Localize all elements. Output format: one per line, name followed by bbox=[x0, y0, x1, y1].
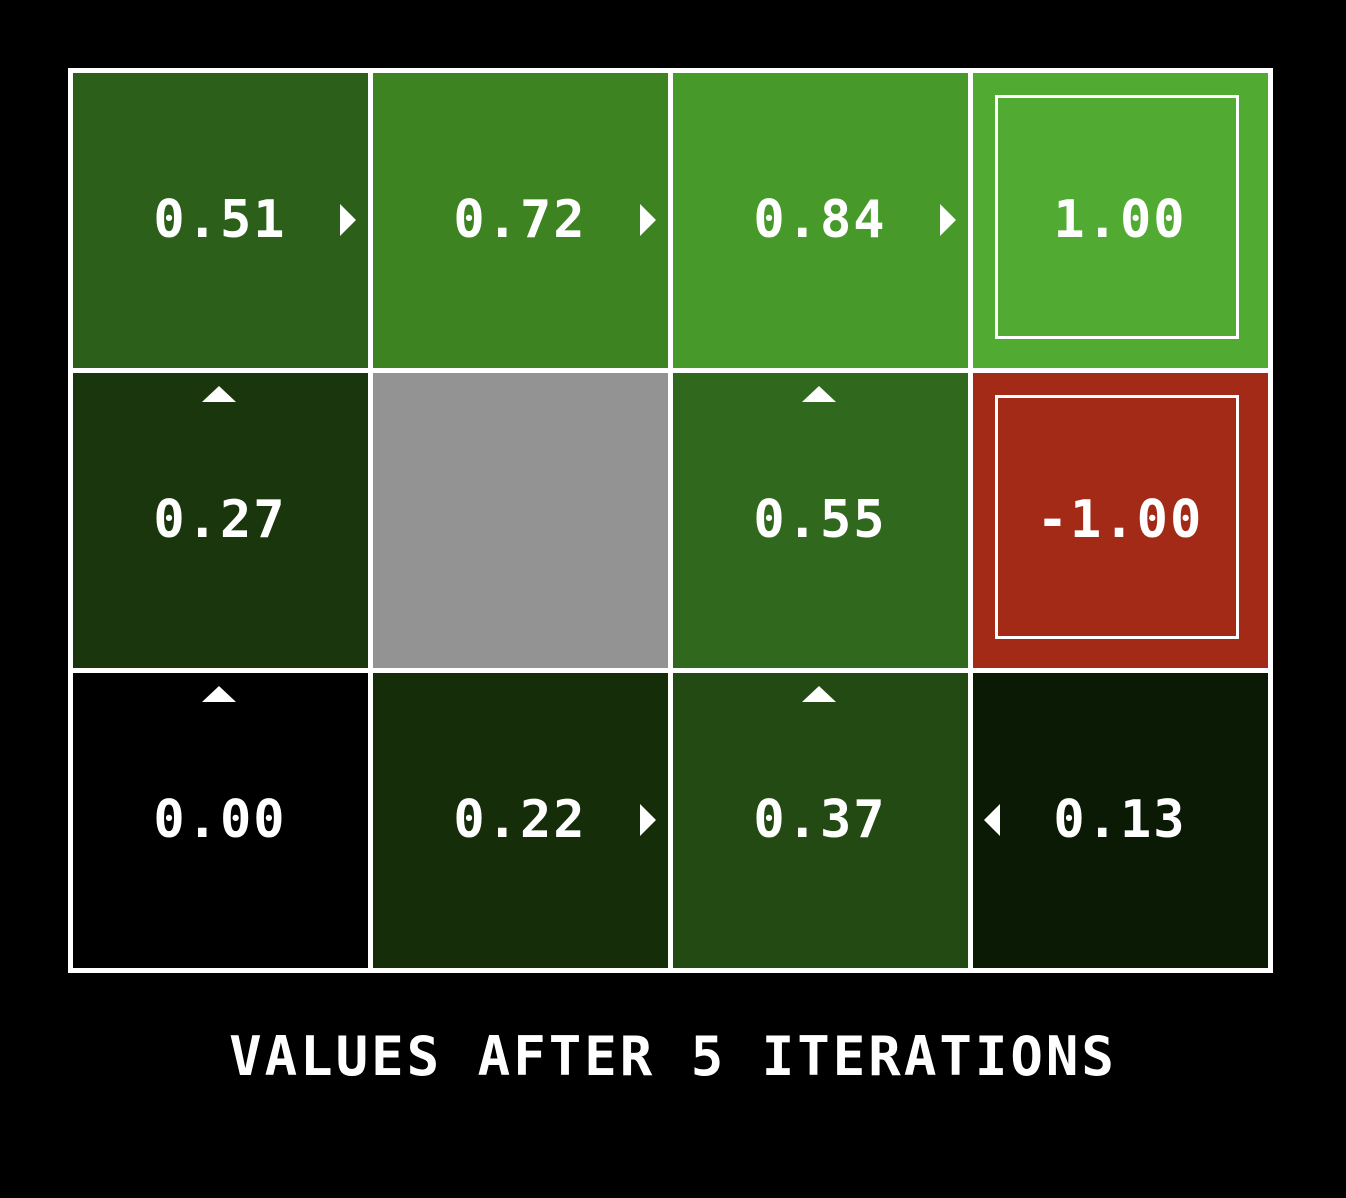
grid-cell-state-r1-c2: 0.55 bbox=[670, 370, 970, 670]
grid-cell-state-r2-c2: 0.37 bbox=[670, 670, 970, 970]
grid-line-horizontal bbox=[67, 667, 1273, 673]
policy-arrow-right-icon bbox=[940, 204, 956, 236]
grid-cell-state-r1-c0: 0.27 bbox=[70, 370, 370, 670]
cell-value: -1.00 bbox=[1036, 490, 1204, 550]
grid-line-vertical bbox=[1267, 67, 1273, 973]
policy-arrow-up-icon bbox=[202, 386, 236, 402]
policy-arrow-right-icon bbox=[640, 804, 656, 836]
cell-value: 1.00 bbox=[1053, 190, 1187, 250]
cell-value: 0.84 bbox=[753, 190, 887, 250]
grid-line-horizontal bbox=[67, 967, 1273, 973]
policy-arrow-up-icon bbox=[202, 686, 236, 702]
policy-arrow-right-icon bbox=[340, 204, 356, 236]
terminal-frame bbox=[995, 395, 1239, 639]
grid-cell-state-r0-c1: 0.72 bbox=[370, 70, 670, 370]
policy-arrow-up-icon bbox=[802, 386, 836, 402]
grid-line-horizontal bbox=[67, 367, 1273, 373]
iteration-caption: VALUES AFTER 5 ITERATIONS bbox=[229, 1025, 1117, 1088]
grid-cell-terminal-r1-c3: -1.00 bbox=[970, 370, 1270, 670]
grid-line-vertical bbox=[67, 67, 73, 973]
policy-arrow-left-icon bbox=[984, 804, 1000, 836]
grid-cell-state-r2-c0: 0.00 bbox=[70, 670, 370, 970]
grid-cell-wall-r1-c1 bbox=[370, 370, 670, 670]
grid-cell-state-r2-c3: 0.13 bbox=[970, 670, 1270, 970]
grid-cell-terminal-r0-c3: 1.00 bbox=[970, 70, 1270, 370]
grid-cell-state-r0-c0: 0.51 bbox=[70, 70, 370, 370]
cell-value: 0.37 bbox=[753, 790, 887, 850]
grid-cell-state-r2-c1: 0.22 bbox=[370, 670, 670, 970]
grid-line-horizontal bbox=[67, 67, 1273, 73]
cell-value: 0.22 bbox=[453, 790, 587, 850]
policy-arrow-right-icon bbox=[640, 204, 656, 236]
grid-cell-state-r0-c2: 0.84 bbox=[670, 70, 970, 370]
grid-line-vertical bbox=[667, 67, 673, 973]
policy-arrow-up-icon bbox=[802, 686, 836, 702]
cell-value: 0.27 bbox=[153, 490, 287, 550]
cell-value: 0.51 bbox=[153, 190, 287, 250]
grid-line-vertical bbox=[367, 67, 373, 973]
cell-value: 0.55 bbox=[753, 490, 887, 550]
terminal-frame bbox=[995, 95, 1239, 339]
cell-value: 0.13 bbox=[1053, 790, 1187, 850]
cell-value: 0.72 bbox=[453, 190, 587, 250]
grid-line-vertical bbox=[967, 67, 973, 973]
cell-value: 0.00 bbox=[153, 790, 287, 850]
